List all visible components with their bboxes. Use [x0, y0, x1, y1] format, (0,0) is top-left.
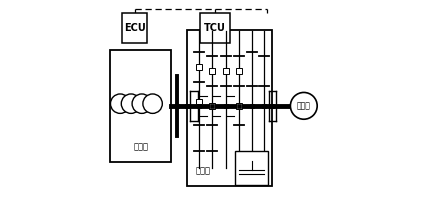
- Bar: [196, 64, 202, 70]
- Bar: [234, 151, 268, 185]
- Bar: [209, 68, 215, 74]
- Circle shape: [111, 94, 130, 113]
- Text: ECU: ECU: [124, 23, 146, 33]
- Circle shape: [132, 94, 151, 113]
- Bar: [262, 104, 266, 108]
- Text: 变速器: 变速器: [196, 166, 211, 175]
- Bar: [223, 68, 229, 74]
- Text: 发动机: 发动机: [133, 142, 148, 151]
- Bar: [111, 50, 171, 162]
- Bar: [210, 104, 214, 108]
- Bar: [237, 104, 241, 108]
- Bar: [236, 103, 242, 109]
- Text: TCU: TCU: [204, 23, 226, 33]
- Circle shape: [290, 92, 317, 119]
- Bar: [123, 13, 147, 43]
- Bar: [250, 104, 254, 108]
- Bar: [196, 99, 202, 104]
- Bar: [187, 30, 273, 186]
- Text: 变速器: 变速器: [297, 101, 311, 110]
- Bar: [209, 103, 215, 109]
- Bar: [224, 104, 228, 108]
- Circle shape: [121, 94, 141, 113]
- Bar: [236, 68, 242, 74]
- Bar: [197, 104, 201, 108]
- Bar: [200, 13, 230, 43]
- Circle shape: [143, 94, 162, 113]
